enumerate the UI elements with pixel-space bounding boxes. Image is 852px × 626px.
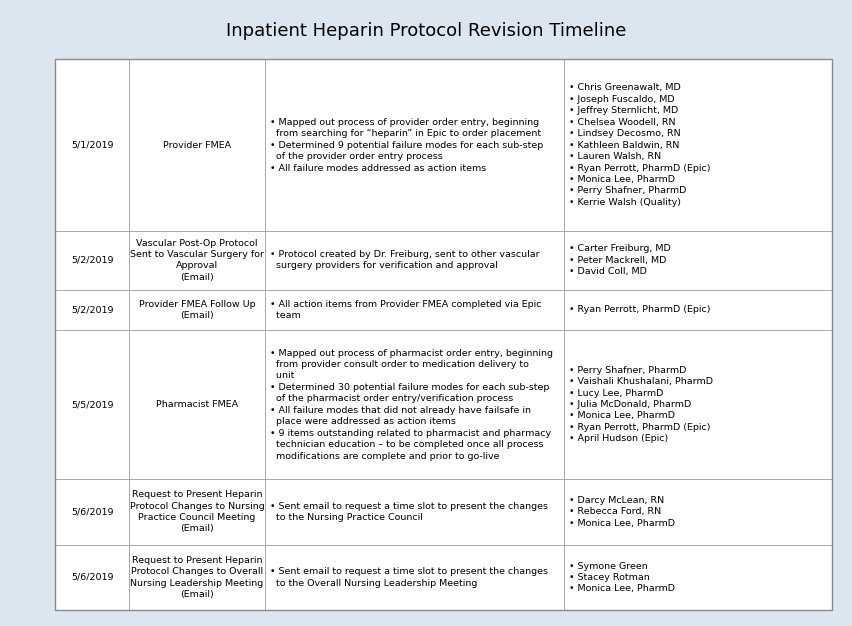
Bar xyxy=(563,479,831,545)
Bar xyxy=(129,545,265,610)
Bar xyxy=(129,231,265,290)
Text: Inpatient Heparin Protocol Revision Timeline: Inpatient Heparin Protocol Revision Time… xyxy=(226,22,626,40)
Text: Provider FMEA: Provider FMEA xyxy=(163,141,231,150)
Bar xyxy=(55,59,831,610)
Text: Request to Present Heparin
Protocol Changes to Overall
Nursing Leadership Meetin: Request to Present Heparin Protocol Chan… xyxy=(130,556,263,599)
Bar xyxy=(129,290,265,330)
Text: • Sent email to request a time slot to present the changes
  to the Nursing Prac: • Sent email to request a time slot to p… xyxy=(270,501,547,522)
Text: Pharmacist FMEA: Pharmacist FMEA xyxy=(156,400,238,409)
Bar xyxy=(563,59,831,231)
Text: • Perry Shafner, PharmD
• Vaishali Khushalani, PharmD
• Lucy Lee, PharmD
• Julia: • Perry Shafner, PharmD • Vaishali Khush… xyxy=(568,366,712,443)
Bar xyxy=(129,59,265,231)
Text: 5/1/2019: 5/1/2019 xyxy=(71,141,113,150)
Text: • Mapped out process of provider order entry, beginning
  from searching for “he: • Mapped out process of provider order e… xyxy=(270,118,543,173)
Text: • Mapped out process of pharmacist order entry, beginning
  from provider consul: • Mapped out process of pharmacist order… xyxy=(270,349,552,461)
Bar xyxy=(265,231,563,290)
Bar xyxy=(55,59,129,231)
Text: • Ryan Perrott, PharmD (Epic): • Ryan Perrott, PharmD (Epic) xyxy=(568,305,710,314)
Bar xyxy=(563,330,831,479)
Bar xyxy=(55,290,129,330)
Bar xyxy=(563,231,831,290)
Text: 5/2/2019: 5/2/2019 xyxy=(71,256,113,265)
Text: • Darcy McLean, RN
• Rebecca Ford, RN
• Monica Lee, PharmD: • Darcy McLean, RN • Rebecca Ford, RN • … xyxy=(568,496,674,528)
Text: Request to Present Heparin
Protocol Changes to Nursing
Practice Council Meeting
: Request to Present Heparin Protocol Chan… xyxy=(130,490,264,533)
Text: 5/5/2019: 5/5/2019 xyxy=(71,400,113,409)
Text: Provider FMEA Follow Up
(Email): Provider FMEA Follow Up (Email) xyxy=(139,300,255,320)
Text: Vascular Post-Op Protocol
Sent to Vascular Surgery for
Approval
(Email): Vascular Post-Op Protocol Sent to Vascul… xyxy=(130,239,264,282)
Bar xyxy=(563,290,831,330)
Bar xyxy=(265,330,563,479)
Text: • Sent email to request a time slot to present the changes
  to the Overall Nurs: • Sent email to request a time slot to p… xyxy=(270,567,547,588)
Text: • All action items from Provider FMEA completed via Epic
  team: • All action items from Provider FMEA co… xyxy=(270,300,541,320)
Text: • Carter Freiburg, MD
• Peter Mackrell, MD
• David Coll, MD: • Carter Freiburg, MD • Peter Mackrell, … xyxy=(568,244,670,276)
Bar xyxy=(563,545,831,610)
Bar xyxy=(55,479,129,545)
Bar xyxy=(55,231,129,290)
Bar xyxy=(265,59,563,231)
Bar xyxy=(265,545,563,610)
Text: • Protocol created by Dr. Freiburg, sent to other vascular
  surgery providers f: • Protocol created by Dr. Freiburg, sent… xyxy=(270,250,539,270)
Bar xyxy=(129,479,265,545)
Text: 5/2/2019: 5/2/2019 xyxy=(71,305,113,314)
Text: • Symone Green
• Stacey Rotman
• Monica Lee, PharmD: • Symone Green • Stacey Rotman • Monica … xyxy=(568,562,674,593)
Bar xyxy=(265,290,563,330)
Bar xyxy=(129,330,265,479)
Text: • Chris Greenawalt, MD
• Joseph Fuscaldo, MD
• Jeffrey Sternlicht, MD
• Chelsea : • Chris Greenawalt, MD • Joseph Fuscaldo… xyxy=(568,83,710,207)
Text: 5/6/2019: 5/6/2019 xyxy=(71,507,113,516)
Text: 5/6/2019: 5/6/2019 xyxy=(71,573,113,582)
Bar xyxy=(265,479,563,545)
Bar xyxy=(55,545,129,610)
Bar xyxy=(55,330,129,479)
